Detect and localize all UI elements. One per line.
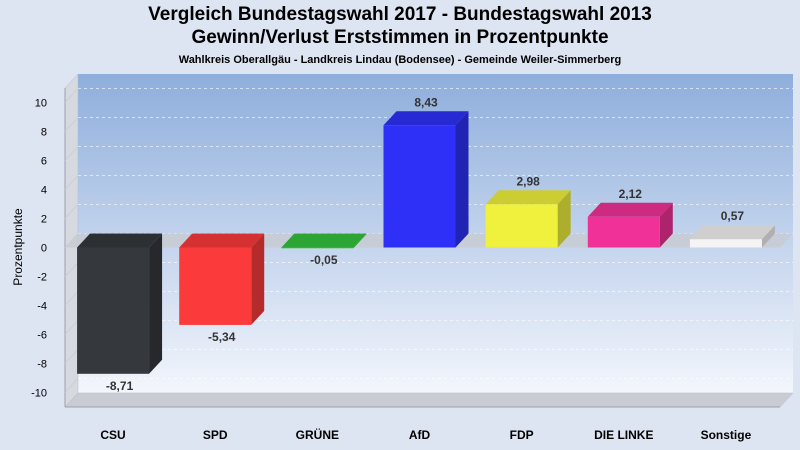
y-tick-label: -2 [37,272,47,284]
grid-line-side [64,349,79,364]
data-label: -0,05 [310,253,338,267]
grid-line-side [64,262,79,277]
y-tick-label: 6 [41,156,47,168]
y-tick-label: -10 [31,388,47,400]
bar-side [659,202,673,248]
grid-line-side [64,146,79,161]
y-tick-label: 8 [41,127,47,139]
data-label: 2,12 [619,187,643,201]
bar-front [77,247,150,374]
x-tick-label: AfD [409,428,431,442]
data-label: -8,71 [106,379,134,393]
y-tick-label: -4 [37,301,47,313]
bar-top [77,233,163,248]
bar-afd [383,111,469,248]
bar-top [587,202,673,217]
bar-side [353,233,367,249]
x-tick-label: DIE LINKE [594,428,653,442]
grid-line-side [64,320,79,335]
bar-grüne [281,233,367,249]
y-tick-label: 0 [41,243,47,255]
bar-top [281,233,367,248]
bar-sonstige [689,225,775,248]
bar-front [383,125,456,248]
bar-top [179,233,265,248]
y-axis-label: Prozentpunkte [11,208,25,286]
y-tick-label: 4 [41,185,47,197]
bar-side [557,190,571,248]
bar-front [485,204,558,248]
data-label: 0,57 [721,209,745,223]
x-tick-label: CSU [100,428,125,442]
grid-line-side [64,204,79,219]
plot-floor [64,392,794,408]
y-tick-label: -6 [37,330,47,342]
bar-side [251,233,265,325]
bar-front [179,247,252,325]
bar-fdp [485,190,571,248]
bar-spd [179,233,265,325]
grid-line-side [64,117,79,132]
chart-title: Vergleich Bundestagswahl 2017 - Bundesta… [148,4,652,25]
grid-line-side [64,378,79,393]
bar-side [761,225,775,248]
bar-side [455,111,469,248]
grid-line-side [64,175,79,190]
x-tick-label: FDP [510,428,534,442]
data-label: 8,43 [414,95,438,109]
x-tick-label: GRÜNE [296,427,339,442]
chart-caption: Wahlkreis Oberallgäu - Landkreis Lindau … [178,54,622,66]
bar-front [587,216,660,248]
x-tick-label: Sonstige [701,428,752,442]
bar-top [383,111,469,126]
chart-subtitle: Gewinn/Verlust Erststimmen in Prozentpun… [191,27,609,48]
grid-line-side [64,291,79,306]
bar-top [485,190,571,205]
y-tick-label: 2 [41,214,47,226]
bar-side [149,233,163,374]
data-label: -5,34 [208,330,236,344]
y-tick-label: 10 [35,98,47,110]
y-tick-label: -8 [37,359,47,371]
bar-front [689,239,762,248]
x-tick-label: SPD [203,428,228,442]
bar-csu [77,233,163,374]
bar-front [281,247,354,249]
bar-top [689,225,775,240]
grid-line-side [64,88,79,103]
bar-die-linke [587,202,673,248]
data-label: 2,98 [516,174,540,188]
